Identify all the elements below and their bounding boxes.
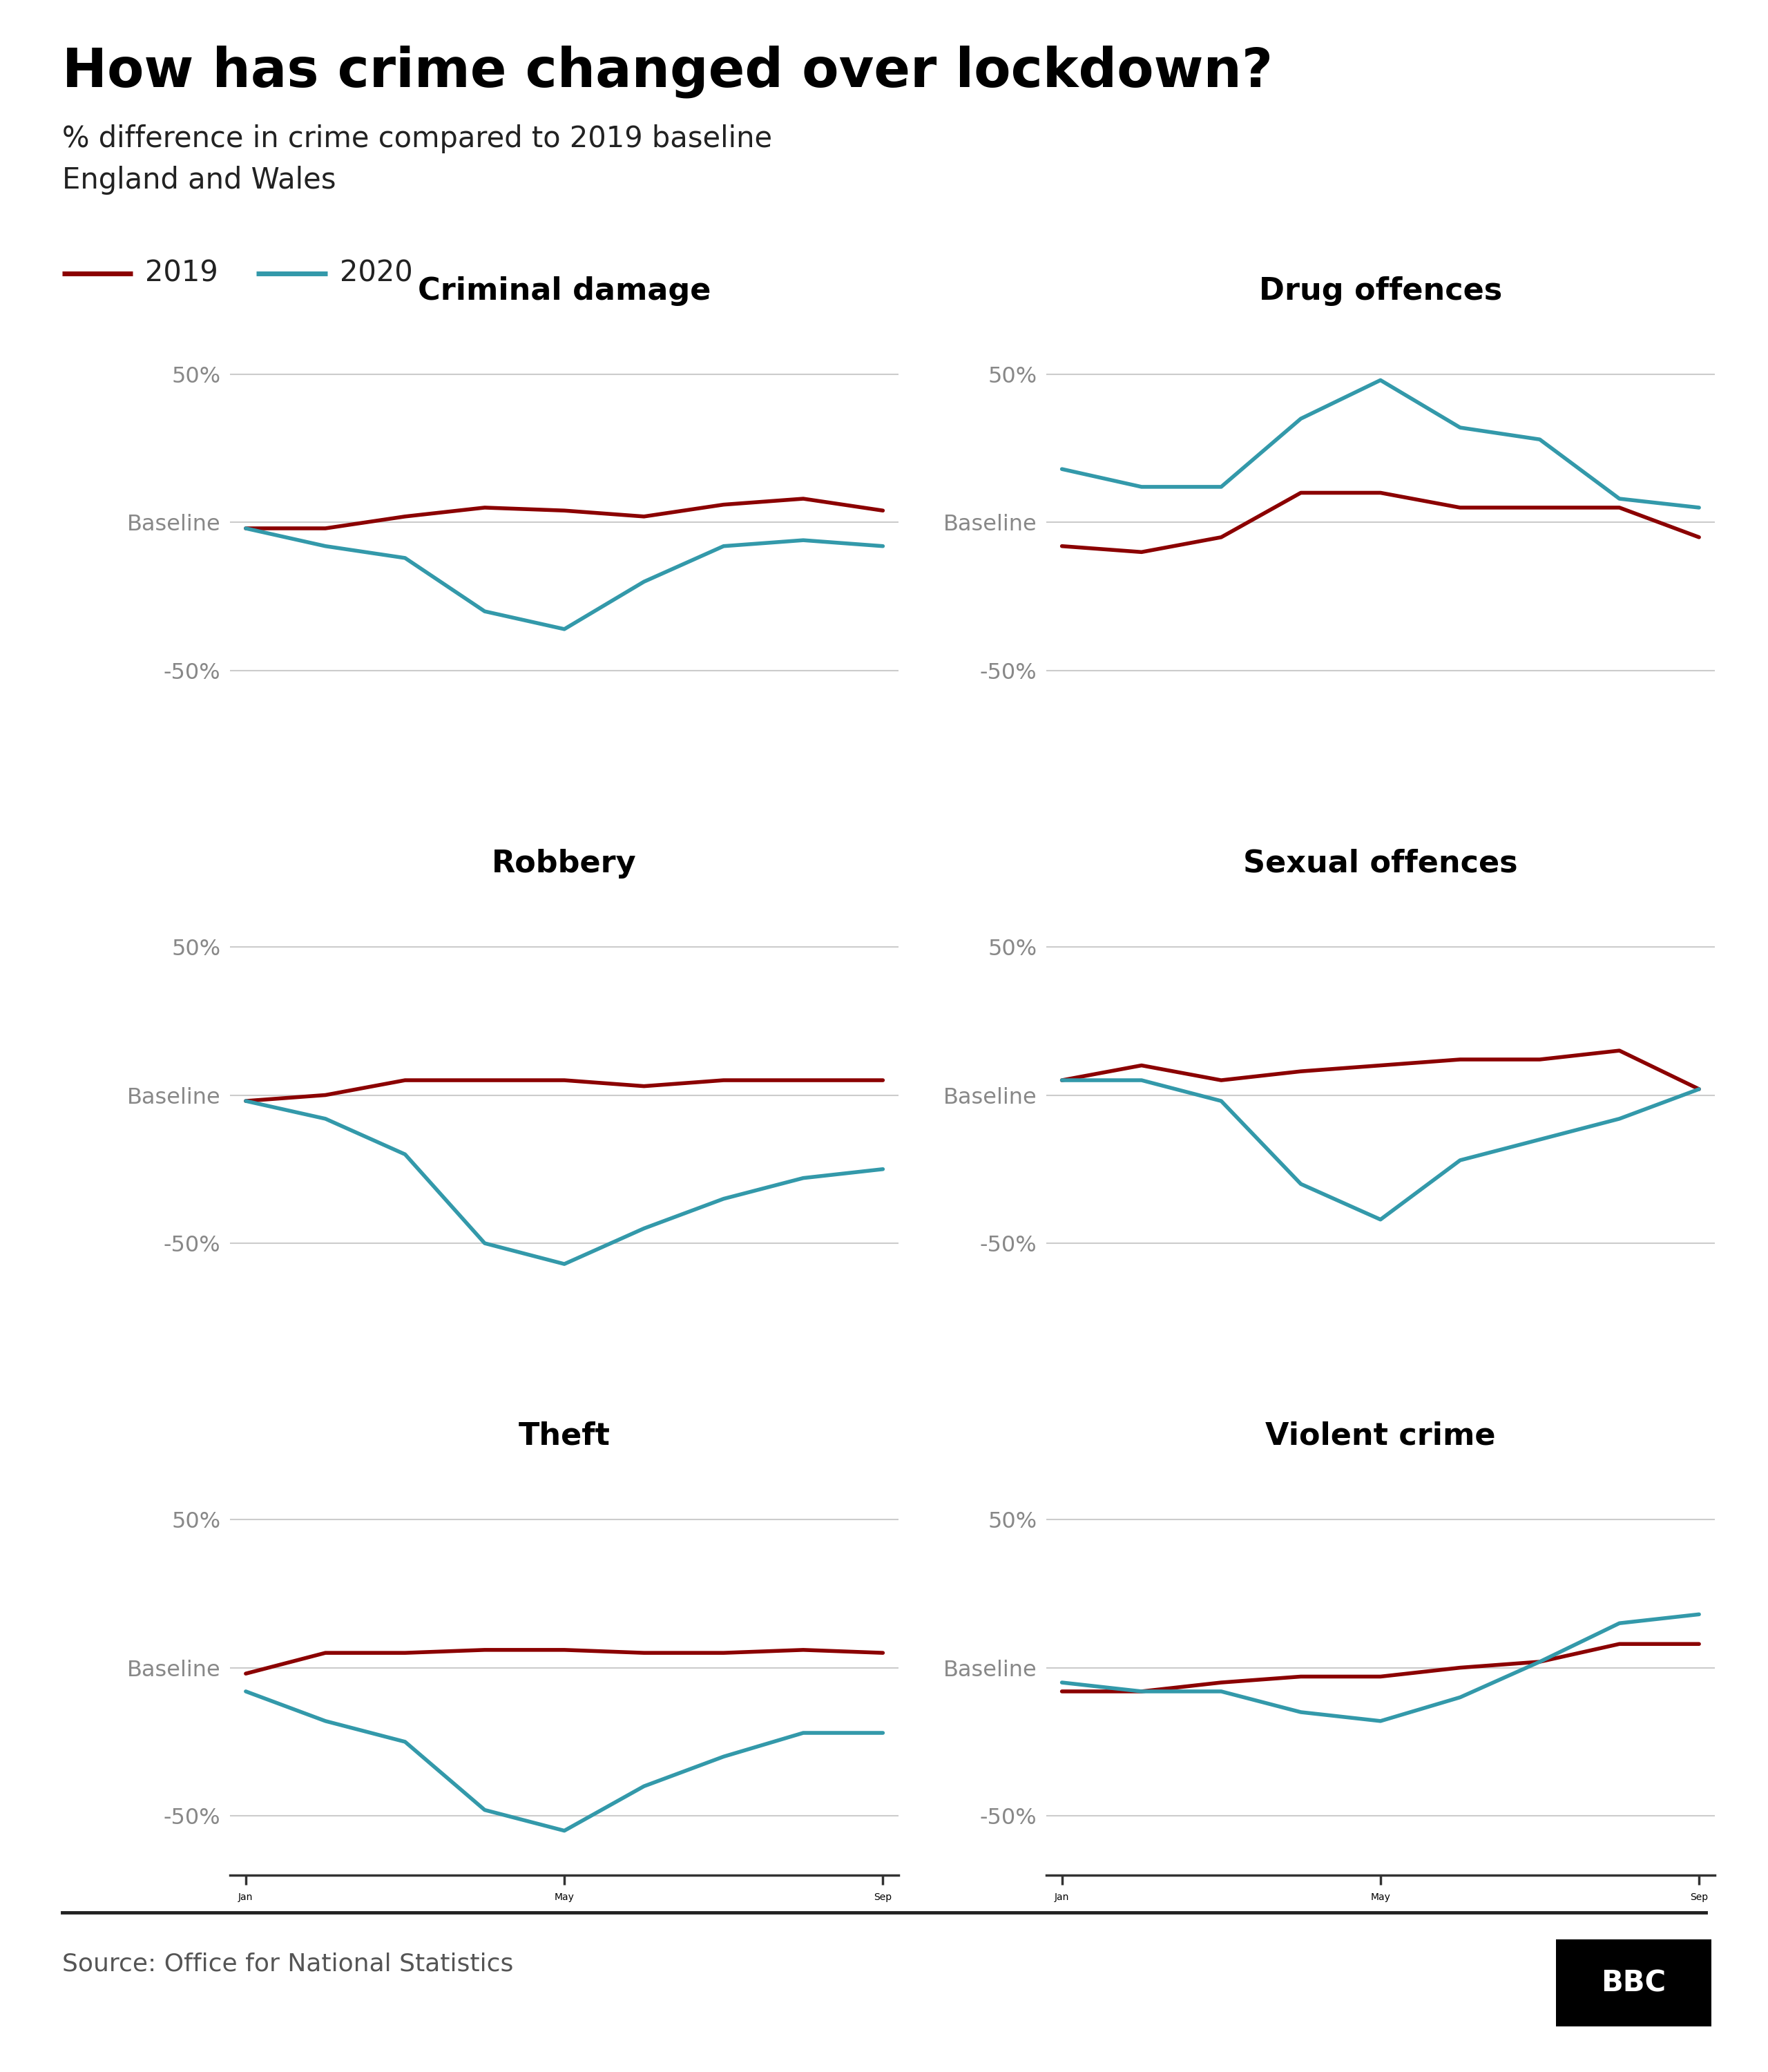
- Title: Criminal damage: Criminal damage: [417, 276, 711, 307]
- Text: 2019: 2019: [145, 259, 217, 288]
- Title: Violent crime: Violent crime: [1266, 1421, 1496, 1450]
- Text: Source: Office for National Statistics: Source: Office for National Statistics: [62, 1952, 513, 1977]
- Title: Theft: Theft: [518, 1421, 610, 1450]
- Text: England and Wales: England and Wales: [62, 166, 336, 195]
- Text: % difference in crime compared to 2019 baseline: % difference in crime compared to 2019 b…: [62, 124, 773, 153]
- Text: BBC: BBC: [1602, 1968, 1665, 1997]
- Title: Drug offences: Drug offences: [1259, 276, 1503, 307]
- Text: 2020: 2020: [339, 259, 412, 288]
- Title: Robbery: Robbery: [492, 850, 636, 879]
- Title: Sexual offences: Sexual offences: [1243, 850, 1517, 879]
- Text: How has crime changed over lockdown?: How has crime changed over lockdown?: [62, 46, 1273, 97]
